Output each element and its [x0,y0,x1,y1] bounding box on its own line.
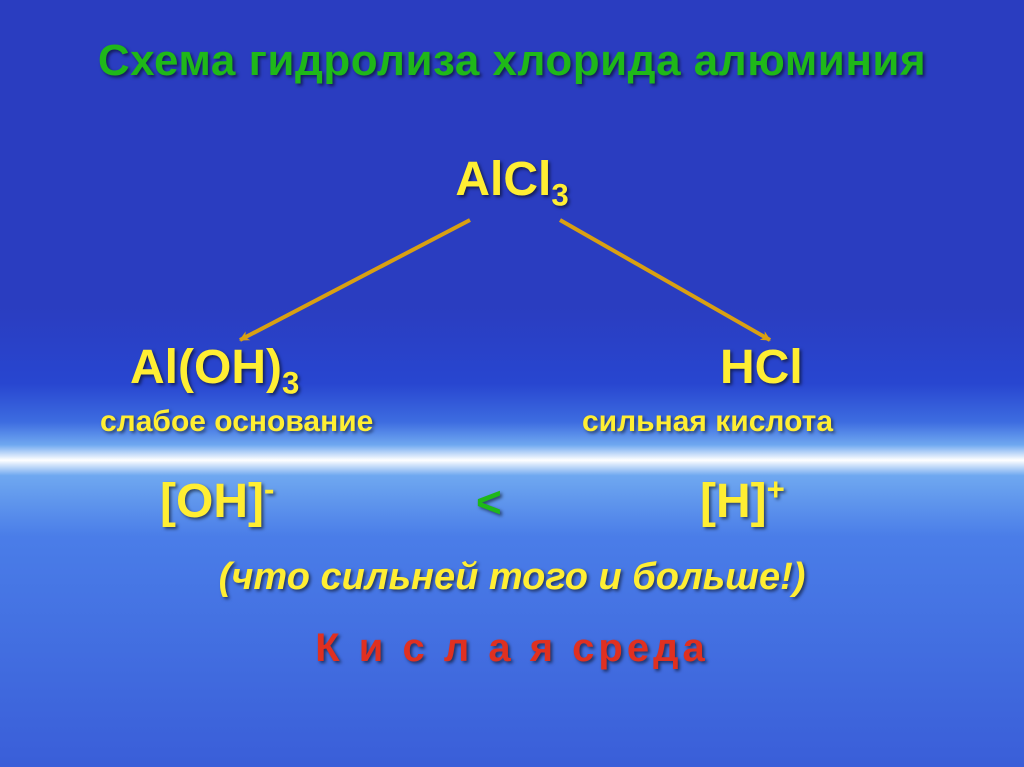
right-ion-bracket: [H] [700,475,767,528]
left-formula: Al(OH)3 [130,340,299,402]
right-formula: HCl [720,340,803,395]
top-formula: AlCl3 [0,152,1024,214]
slide-title: Схема гидролиза хлорида алюминия [0,36,1024,86]
top-formula-base: AlCl [455,153,551,206]
slide: Схема гидролиза хлорида алюминия AlCl3 A… [0,0,1024,767]
arrow-right [560,220,770,340]
right-ion: [H]+ [700,472,785,529]
compare-sign: < [476,478,502,528]
comment-text: (что сильней того и больше!) [0,556,1024,599]
environment-label: К и с л а я среда [0,626,1024,671]
left-formula-prefix: Al(OH) [130,341,282,394]
left-ion-charge: - [264,472,274,507]
right-note: сильная кислота [582,405,833,439]
left-ion-bracket: [OH] [160,475,264,528]
top-formula-sub: 3 [551,178,568,213]
left-note: слабое основание [100,405,373,439]
arrow-left [240,220,470,340]
right-ion-charge: + [767,472,785,507]
left-ion: [OH]- [160,472,274,529]
left-formula-sub: 3 [282,366,299,401]
